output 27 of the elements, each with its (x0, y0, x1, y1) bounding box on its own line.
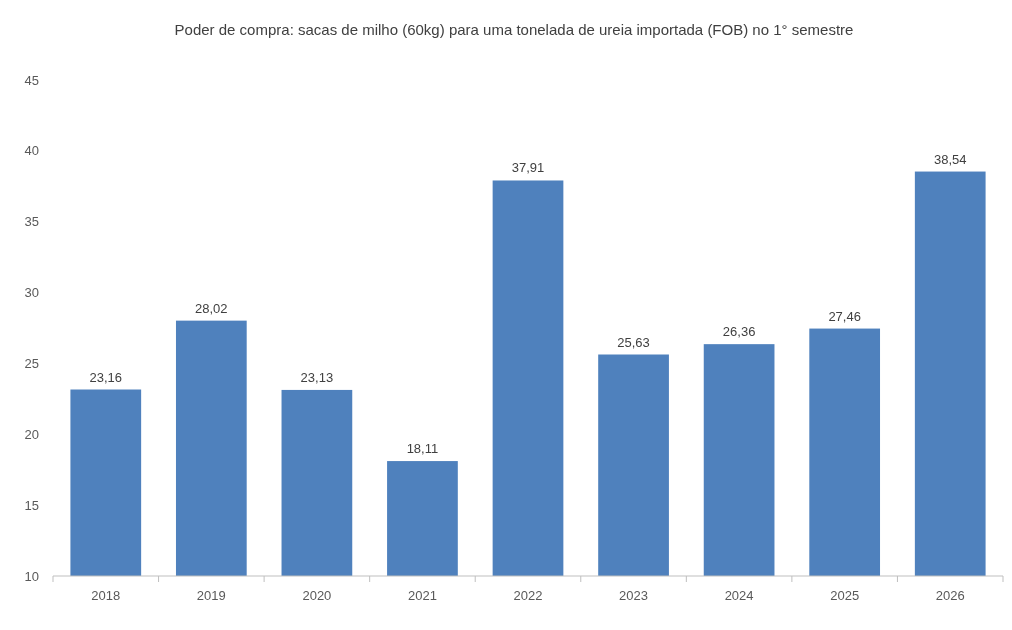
data-label: 25,63 (617, 334, 650, 350)
x-tick-label: 2021 (407, 588, 437, 603)
chart-title: Poder de compra: sacas de milho (60kg) para uma tonelada de ureia importada (FOB) no 1° semestre (174, 21, 854, 38)
y-tick-label: 15 (24, 497, 39, 513)
y-tick-label: 35 (24, 214, 39, 230)
y-tick-label: 40 (24, 143, 39, 159)
x-tick-label: 2022 (513, 588, 543, 603)
data-label: 23,13 (300, 369, 334, 385)
y-tick-label: 25 (24, 355, 39, 371)
x-tick-label: 2026 (935, 588, 965, 603)
x-tick-label: 2023 (619, 588, 649, 603)
x-tick-label: 2020 (302, 588, 332, 603)
x-tick-label: 2024 (724, 588, 754, 603)
y-tick-label: 45 (24, 72, 39, 88)
data-label: 27,46 (828, 308, 861, 324)
y-tick-label: 30 (24, 285, 39, 301)
y-tick-label: 20 (24, 426, 39, 442)
y-tick-label: 10 (24, 568, 39, 584)
x-tick-label: 2018 (91, 588, 121, 603)
x-tick-label: 2019 (196, 588, 226, 603)
data-label: 28,02 (195, 300, 228, 316)
data-label: 26,36 (722, 324, 756, 340)
data-label: 37,91 (511, 160, 545, 176)
data-label: 18,11 (406, 441, 439, 457)
data-label: 23,16 (89, 369, 123, 385)
data-label: 38,54 (933, 151, 967, 167)
x-tick-label: 2025 (830, 588, 860, 603)
